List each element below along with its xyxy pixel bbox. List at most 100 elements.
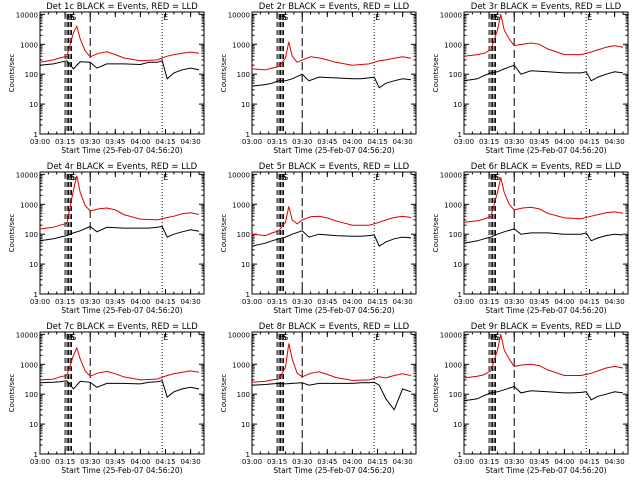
x-axis-label: Start Time (25-Feb-07 04:56:20) <box>61 306 182 315</box>
y-tick-label: 1000 <box>20 201 38 209</box>
event-marker-label: S <box>283 173 288 182</box>
x-axis-label: Start Time (25-Feb-07 04:56:20) <box>485 146 606 155</box>
y-tick-label: 1 <box>458 291 462 299</box>
plot-frame <box>463 331 629 455</box>
x-tick-label: 04:30 <box>605 458 625 466</box>
event-marker-label: S <box>495 173 500 182</box>
plot-frame <box>463 171 629 295</box>
y-tick-label: 100 <box>237 391 250 399</box>
events-series-line <box>39 225 200 242</box>
y-tick-label: 1000 <box>444 201 462 209</box>
x-tick-label: 03:30 <box>504 458 524 466</box>
lld-series-line <box>251 206 412 237</box>
y-tick-label: 10 <box>241 101 250 109</box>
event-marker-label: S <box>493 173 498 182</box>
event-marker-label: S <box>71 13 76 22</box>
y-tick-label: 10 <box>241 421 250 429</box>
x-tick-label: 03:30 <box>80 458 100 466</box>
x-tick-label: 04:00 <box>342 138 362 146</box>
lld-series-line <box>463 14 624 57</box>
lld-series-line <box>39 346 200 381</box>
x-tick-label: 04:00 <box>342 298 362 306</box>
y-tick-label: 100 <box>25 71 38 79</box>
event-marker-label: S <box>69 173 74 182</box>
x-tick-label: 03:45 <box>529 298 549 306</box>
y-axis-label: Counts/sec <box>8 54 16 93</box>
events-series-line <box>251 381 412 411</box>
panel-title: Det 7c BLACK = Events, RED = LLD <box>46 322 198 332</box>
event-marker-label: S <box>495 333 500 342</box>
event-marker-label: S <box>69 13 74 22</box>
x-tick-label: 04:00 <box>554 298 574 306</box>
x-tick-label: 03:15 <box>267 138 287 146</box>
x-tick-label: 04:15 <box>155 298 175 306</box>
x-tick-label: 03:00 <box>454 298 474 306</box>
x-tick-label: 03:45 <box>529 458 549 466</box>
y-tick-label: 10 <box>29 261 38 269</box>
x-tick-label: 03:15 <box>479 298 499 306</box>
x-tick-label: 04:00 <box>554 138 574 146</box>
y-tick-label: 100 <box>25 231 38 239</box>
x-tick-label: 03:00 <box>454 138 474 146</box>
x-tick-label: 04:15 <box>579 458 599 466</box>
x-tick-label: 03:00 <box>30 458 50 466</box>
x-tick-label: 04:15 <box>579 138 599 146</box>
events-series-line <box>39 60 200 80</box>
x-tick-label: 04:30 <box>393 298 413 306</box>
detector-panel: Det 3r BLACK = Events, RED = LLD Counts/s… <box>432 2 629 155</box>
detector-panel: Det 1c BLACK = Events, RED = LLD Counts/s… <box>8 2 205 155</box>
y-tick-label: 1 <box>34 131 38 139</box>
x-tick-label: 03:45 <box>105 138 125 146</box>
y-tick-label: 1 <box>246 291 250 299</box>
panel-title: Det 3r BLACK = Events, RED = LLD <box>471 2 622 12</box>
plot-frame <box>251 331 417 455</box>
event-marker-label: S <box>71 173 76 182</box>
event-marker-label: S <box>281 173 286 182</box>
x-tick-label: 03:30 <box>292 458 312 466</box>
x-tick-label: 03:30 <box>504 298 524 306</box>
panel-title: Det 6r BLACK = Events, RED = LLD <box>471 162 622 172</box>
x-tick-label: 03:15 <box>267 298 287 306</box>
y-tick-label: 10 <box>453 421 462 429</box>
y-tick-label: 10000 <box>228 331 250 339</box>
y-tick-label: 10 <box>241 261 250 269</box>
x-tick-label: 04:00 <box>130 298 150 306</box>
y-tick-label: 10000 <box>440 11 462 19</box>
event-marker-label: S <box>493 13 498 22</box>
event-marker-label: S <box>283 13 288 22</box>
y-tick-label: 1000 <box>232 361 250 369</box>
plot-frame <box>39 331 205 455</box>
x-tick-label: 03:45 <box>317 298 337 306</box>
x-tick-label: 04:00 <box>342 458 362 466</box>
y-tick-label: 1 <box>458 451 462 459</box>
x-axis-label: Start Time (25-Feb-07 04:56:20) <box>485 306 606 315</box>
x-tick-label: 03:15 <box>55 298 75 306</box>
x-tick-label: 03:00 <box>454 458 474 466</box>
y-tick-label: 10000 <box>440 331 462 339</box>
x-axis-label: Start Time (25-Feb-07 04:56:20) <box>485 466 606 475</box>
events-series-line <box>463 228 624 244</box>
y-axis-label: Counts/sec <box>220 374 228 413</box>
y-tick-label: 1 <box>246 131 250 139</box>
x-tick-label: 03:45 <box>317 458 337 466</box>
lld-series-line <box>39 175 200 230</box>
x-axis-label: Start Time (25-Feb-07 04:56:20) <box>61 146 182 155</box>
y-axis-label: Counts/sec <box>432 214 440 253</box>
x-tick-label: 04:30 <box>181 298 201 306</box>
x-tick-label: 04:30 <box>605 298 625 306</box>
y-tick-label: 1 <box>34 291 38 299</box>
y-tick-label: 10000 <box>440 171 462 179</box>
y-tick-label: 10 <box>453 261 462 269</box>
y-tick-label: 100 <box>25 391 38 399</box>
x-tick-label: 04:30 <box>393 138 413 146</box>
detector-panel: Det 6r BLACK = Events, RED = LLD Counts/s… <box>432 162 629 315</box>
event-marker-label: E <box>163 173 168 182</box>
event-marker-label: E <box>375 173 380 182</box>
detector-panel: Det 5r BLACK = Events, RED = LLD Counts/s… <box>220 162 417 315</box>
x-tick-label: 04:15 <box>155 458 175 466</box>
x-tick-label: 04:15 <box>367 458 387 466</box>
event-marker-label: E <box>587 13 592 22</box>
y-axis-label: Counts/sec <box>220 54 228 93</box>
x-tick-label: 03:30 <box>80 138 100 146</box>
